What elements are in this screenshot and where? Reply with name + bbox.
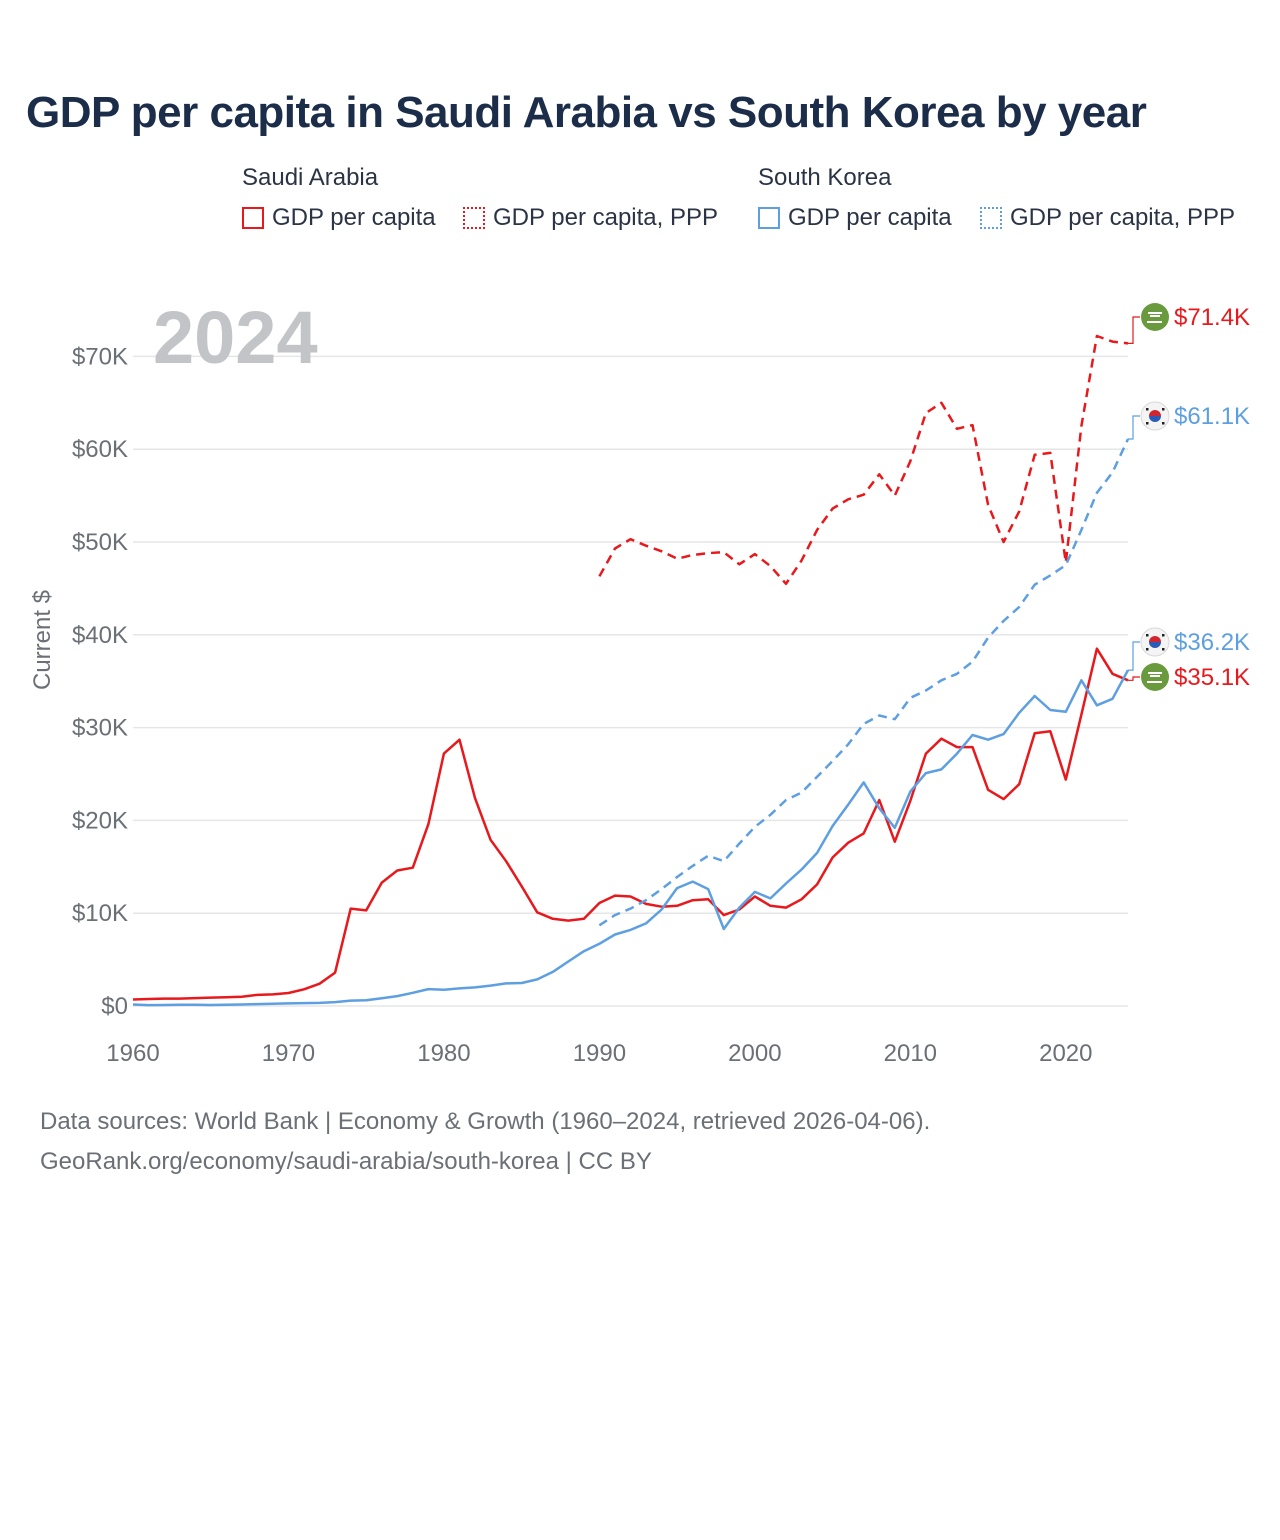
x-tick-label: 2000 bbox=[728, 1040, 781, 1067]
legend-item-korea-gdp-ppp[interactable]: GDP per capita, PPP bbox=[980, 204, 1235, 232]
end-label-connector bbox=[1128, 316, 1140, 344]
legend-swatch-dotted-red bbox=[463, 207, 485, 229]
legend-item-korea-gdp[interactable]: GDP per capita bbox=[758, 204, 952, 232]
legend-item-saudi-gdp-ppp[interactable]: GDP per capita, PPP bbox=[463, 204, 718, 232]
korea-flag-icon bbox=[1140, 627, 1170, 657]
saudi-flag-icon bbox=[1141, 663, 1169, 691]
legend-swatch-dotted-blue bbox=[980, 207, 1002, 229]
x-tick-label: 1970 bbox=[262, 1040, 315, 1067]
legend-label: GDP per capita, PPP bbox=[493, 204, 718, 231]
saudi-flag-icon bbox=[1141, 303, 1169, 331]
footer-sources: Data sources: World Bank | Economy & Gro… bbox=[40, 1108, 931, 1135]
series-line-3[interactable] bbox=[598, 438, 1130, 927]
y-tick-label: $30K bbox=[72, 715, 128, 742]
y-axis-label: Current $ bbox=[29, 590, 56, 690]
x-tick-label: 2010 bbox=[884, 1040, 937, 1067]
legend-swatch-solid-blue bbox=[758, 207, 780, 229]
series-line-1[interactable] bbox=[598, 334, 1129, 586]
series-line-2[interactable] bbox=[132, 669, 1130, 1007]
y-tick-label: $50K bbox=[72, 529, 128, 556]
end-value-label: $61.1K bbox=[1174, 403, 1250, 430]
series-line-0[interactable] bbox=[132, 647, 1129, 1001]
y-tick-label: $40K bbox=[72, 622, 128, 649]
y-tick-label: $10K bbox=[72, 900, 128, 927]
legend-label: GDP per capita bbox=[272, 204, 436, 231]
x-tick-label: 1960 bbox=[106, 1040, 159, 1067]
end-label-connector bbox=[1128, 415, 1140, 440]
chart-title: GDP per capita in Saudi Arabia vs South … bbox=[26, 88, 1147, 137]
y-tick-label: $70K bbox=[72, 343, 128, 370]
x-tick-label: 1980 bbox=[417, 1040, 470, 1067]
y-tick-label: $20K bbox=[72, 807, 128, 834]
legend-label: GDP per capita bbox=[788, 204, 952, 231]
end-value-label: $35.1K bbox=[1174, 664, 1250, 691]
end-value-label: $36.2K bbox=[1174, 629, 1250, 656]
end-value-label: $71.4K bbox=[1174, 304, 1250, 331]
x-tick-label: 1990 bbox=[573, 1040, 626, 1067]
y-tick-label: $60K bbox=[72, 436, 128, 463]
legend-group-south-korea: South Korea bbox=[758, 164, 892, 191]
year-watermark: 2024 bbox=[153, 296, 318, 379]
footer-attribution: GeoRank.org/economy/saudi-arabia/south-k… bbox=[40, 1148, 652, 1175]
end-label-connector bbox=[1128, 641, 1140, 671]
legend-group-saudi-arabia: Saudi Arabia bbox=[242, 164, 379, 191]
y-tick-label: $0 bbox=[101, 993, 128, 1020]
legend-swatch-solid-red bbox=[242, 207, 264, 229]
x-tick-label: 2020 bbox=[1039, 1040, 1092, 1067]
end-label-connector bbox=[1128, 676, 1140, 681]
legend-item-saudi-gdp[interactable]: GDP per capita bbox=[242, 204, 436, 232]
legend-label: GDP per capita, PPP bbox=[1010, 204, 1235, 231]
korea-flag-icon bbox=[1140, 401, 1170, 431]
line-chart: 2024 $35.1K $71.4K $36.2K $61.1K $0 $10K $20K… bbox=[29, 296, 1250, 1067]
